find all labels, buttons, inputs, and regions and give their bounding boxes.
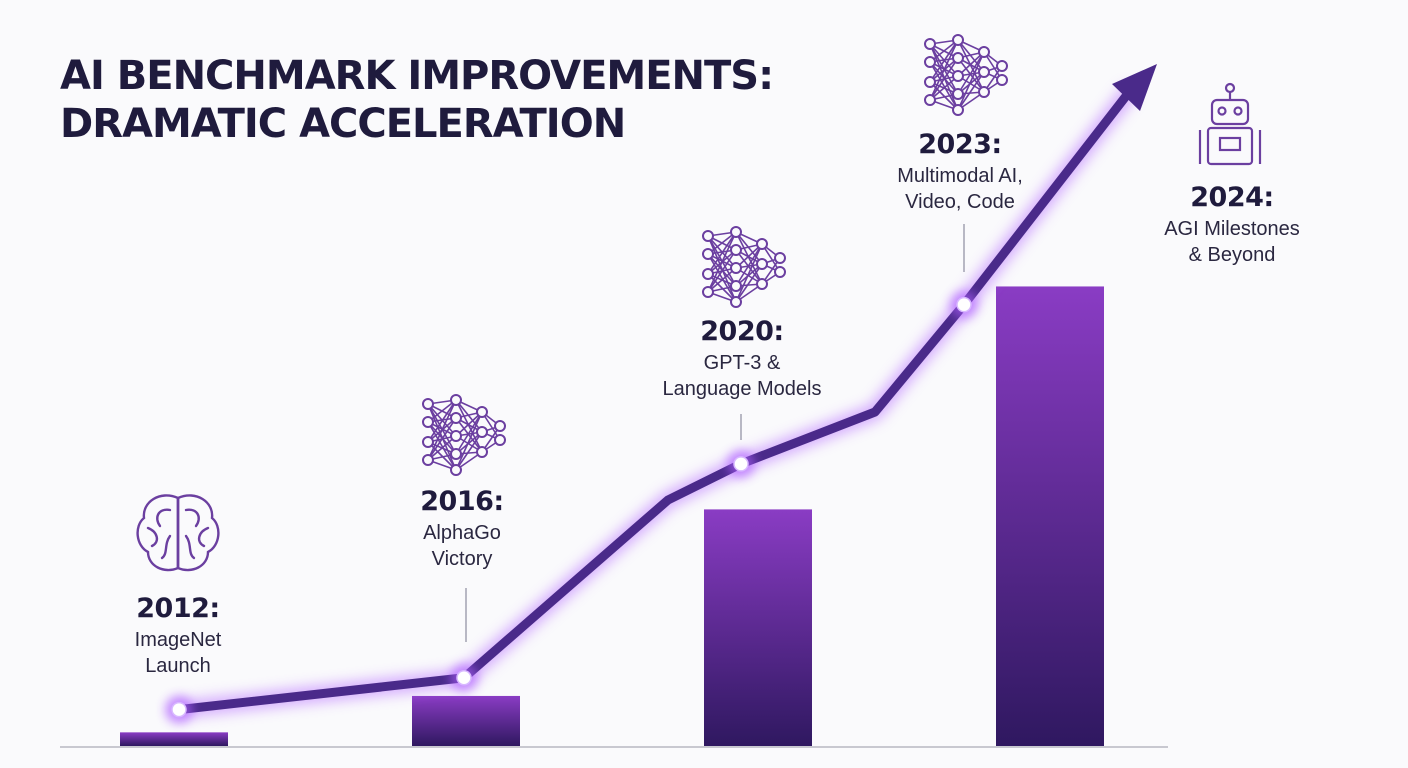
milestone-description: Multimodal AI, (897, 165, 1023, 187)
milestone-year: 2016: (420, 486, 503, 517)
neural-network-icon (702, 226, 786, 308)
milestone-description: AlphaGo (423, 522, 501, 544)
brain-icon (136, 494, 220, 572)
chart-title: AI BENCHMARK IMPROVEMENTS: DRAMATIC ACCE… (60, 52, 774, 148)
milestone-description: ImageNet (135, 629, 222, 651)
bar-2023 (996, 286, 1104, 746)
milestone-description: Video, Code (905, 191, 1015, 213)
bar-2020 (704, 509, 812, 746)
neural-network-icon (422, 394, 506, 476)
milestone-description: GPT-3 & (704, 352, 781, 374)
milestone-year: 2012: (136, 593, 219, 624)
neural-network-icon (924, 34, 1008, 116)
title-line-1: AI BENCHMARK IMPROVEMENTS: (60, 53, 774, 99)
trend-arrow-head (1112, 64, 1157, 111)
trend-point-2023 (956, 296, 972, 313)
milestone-description: & Beyond (1189, 244, 1276, 266)
milestone-description: AGI Milestones (1164, 218, 1300, 240)
milestone-description: Launch (145, 655, 211, 677)
title-line-2: DRAMATIC ACCELERATION (60, 101, 626, 147)
bar-2012 (120, 732, 228, 746)
milestone-year: 2023: (918, 129, 1001, 160)
trend-point-2016 (456, 670, 472, 686)
milestone-description: Victory (432, 548, 493, 570)
milestone-year: 2020: (700, 316, 783, 347)
trend-point-2020 (733, 456, 749, 472)
milestone-year: 2024: (1190, 182, 1273, 213)
milestone-description: Language Models (662, 378, 821, 400)
trend-point-2012 (171, 701, 187, 718)
robot-icon (1198, 82, 1262, 166)
bar-2016 (412, 695, 520, 746)
